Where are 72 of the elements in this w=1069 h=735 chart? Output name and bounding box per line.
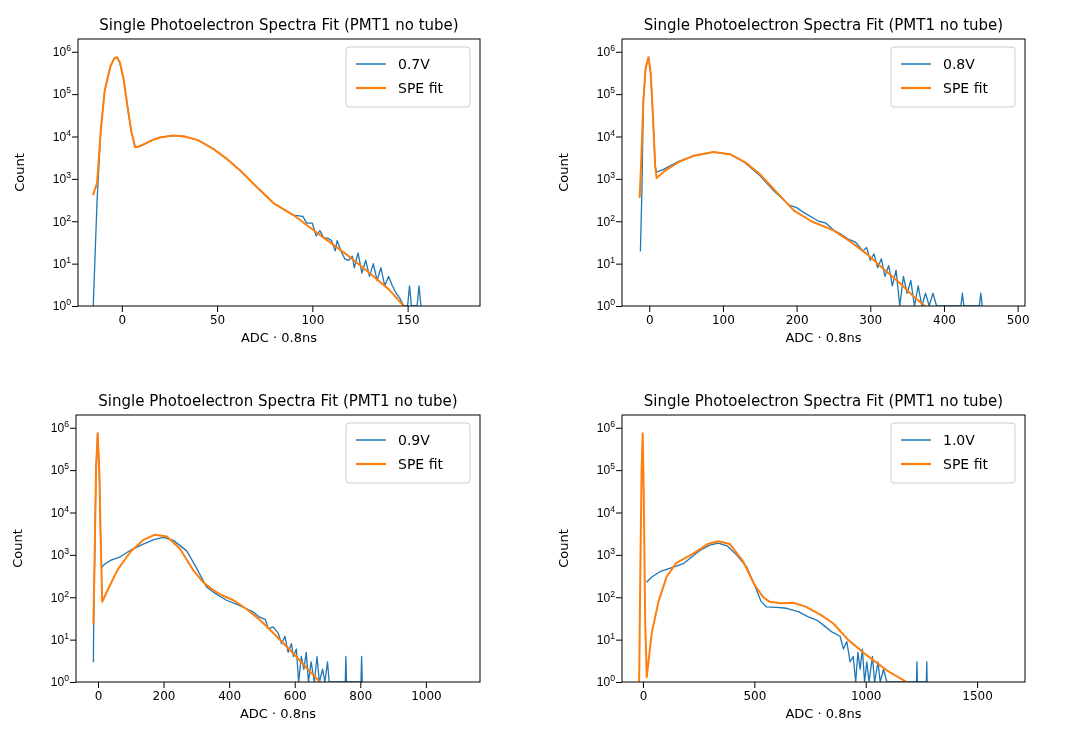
x-tick-label: 500 <box>743 688 767 703</box>
y-tick-label: 10$^{5}$ <box>50 461 70 478</box>
y-tick-label: 10$^{4}$ <box>50 503 70 520</box>
legend-label: 0.8V <box>943 55 976 72</box>
y-tick-label: 10$^{0}$ <box>50 673 70 690</box>
y-tick-label: 10$^{0}$ <box>596 297 616 314</box>
y-tick-label: 10$^{2}$ <box>52 212 72 229</box>
line-series <box>92 432 321 682</box>
x-tick-label: 100 <box>301 312 325 327</box>
x-tick-label: 0 <box>118 312 127 327</box>
line-series <box>646 542 928 682</box>
y-tick-label: 10$^{6}$ <box>52 43 72 60</box>
y-tick-label: 10$^{3}$ <box>596 546 616 563</box>
y-tick-label: 10$^{1}$ <box>50 630 70 647</box>
x-tick-label: 50 <box>209 312 226 327</box>
chart-title: Single Photoelectron Spectra Fit (PMT1 no tube) <box>98 392 458 410</box>
y-tick-label: 10$^{4}$ <box>596 503 616 520</box>
line-series <box>638 56 926 306</box>
x-axis-title: ADC · 0.8ns <box>240 330 318 345</box>
x-tick-label: 1000 <box>850 688 882 703</box>
y-tick-label: 10$^{5}$ <box>596 85 616 102</box>
x-tick-label: 1000 <box>411 688 442 703</box>
x-axis-title: ADC · 0.8ns <box>785 706 862 721</box>
x-tick-label: 400 <box>218 688 242 703</box>
y-axis-title: Count <box>556 529 571 568</box>
x-tick-label: 0 <box>645 312 654 327</box>
y-axis-title: Count <box>556 153 571 192</box>
y-axis-title: Count <box>12 153 27 192</box>
y-tick-label: 10$^{1}$ <box>52 254 72 271</box>
legend-label: SPE fit <box>398 455 444 472</box>
y-tick-label: 10$^{1}$ <box>596 254 616 271</box>
y-tick-label: 10$^{0}$ <box>52 297 72 314</box>
legend-label: SPE fit <box>398 79 444 96</box>
legend-label: 0.9V <box>398 431 431 448</box>
y-tick-label: 10$^{6}$ <box>596 43 616 60</box>
y-tick-label: 10$^{4}$ <box>596 127 616 144</box>
x-tick-label: 800 <box>349 688 373 703</box>
legend-label: SPE fit <box>943 79 989 96</box>
x-tick-label: 200 <box>785 312 809 327</box>
y-tick-label: 10$^{0}$ <box>596 673 616 690</box>
x-tick-label: 500 <box>1006 312 1030 327</box>
legend-label: 1.0V <box>943 431 976 448</box>
x-tick-label: 600 <box>283 688 307 703</box>
y-tick-label: 10$^{2}$ <box>50 588 70 605</box>
x-tick-label: 1500 <box>962 688 993 703</box>
y-tick-label: 10$^{5}$ <box>52 85 72 102</box>
y-tick-label: 10$^{2}$ <box>596 212 616 229</box>
legend-label: 0.7V <box>398 55 431 72</box>
x-tick-label: 0 <box>94 688 103 703</box>
y-tick-label: 10$^{5}$ <box>596 461 616 478</box>
y-tick-label: 10$^{6}$ <box>50 419 70 436</box>
y-tick-label: 10$^{3}$ <box>52 170 72 187</box>
y-tick-label: 10$^{3}$ <box>596 170 616 187</box>
x-tick-label: 300 <box>859 312 883 327</box>
y-tick-label: 10$^{2}$ <box>596 588 616 605</box>
x-axis-title: ADC · 0.8ns <box>785 330 862 345</box>
chart-title: Single Photoelectron Spectra Fit (PMT1 no tube) <box>643 392 1004 410</box>
legend-label: SPE fit <box>943 455 989 472</box>
y-tick-label: 10$^{4}$ <box>52 127 72 144</box>
x-axis-title: ADC · 0.8ns <box>239 706 317 721</box>
x-tick-label: 400 <box>933 312 956 327</box>
chart-title: Single Photoelectron Spectra Fit (PMT1 no tube) <box>643 16 1004 34</box>
chart-title: Single Photoelectron Spectra Fit (PMT1 no tube) <box>99 16 459 34</box>
y-tick-label: 10$^{3}$ <box>50 546 70 563</box>
y-axis-title: Count <box>10 529 25 568</box>
x-tick-label: 0 <box>639 688 648 703</box>
y-tick-label: 10$^{6}$ <box>596 419 616 436</box>
x-tick-label: 150 <box>396 312 420 327</box>
line-series <box>638 432 908 682</box>
x-tick-label: 200 <box>152 688 176 703</box>
y-tick-label: 10$^{1}$ <box>596 630 616 647</box>
x-tick-label: 100 <box>711 312 735 327</box>
